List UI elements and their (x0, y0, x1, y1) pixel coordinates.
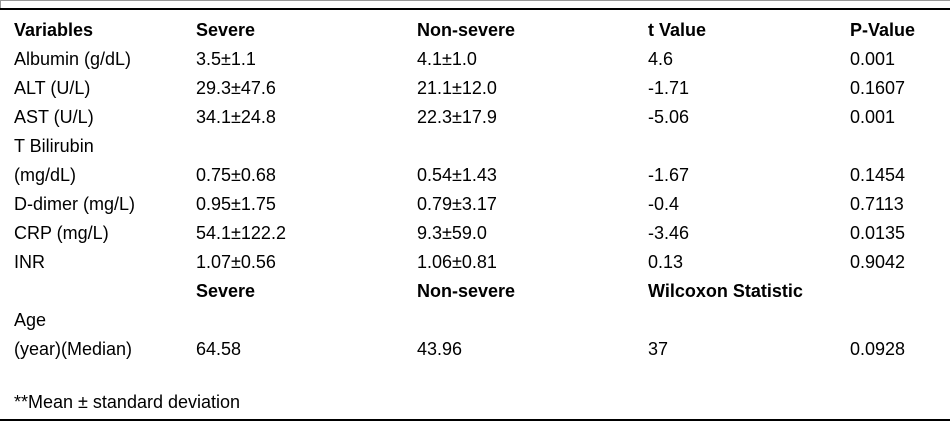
table-row-d-dimer: D-dimer (mg/L) 0.95±1.75 0.79±3.17 -0.4 … (0, 190, 950, 219)
cell-severe: 34.1±24.8 (196, 107, 276, 127)
cell-non-severe: 4.1±1.0 (417, 49, 477, 69)
cell-p-value: 0.0135 (850, 223, 906, 243)
cell-t-value: 4.6 (648, 49, 674, 69)
cell-variable: T Bilirubin (mg/dL) (14, 136, 94, 185)
cell-severe: 1.07±0.56 (196, 252, 276, 272)
footnote: **Mean ± standard deviation (14, 392, 241, 412)
cell-non-severe: 1.06±0.81 (417, 252, 497, 272)
column-header-p-value: P-Value (850, 20, 916, 40)
cell-severe: 54.1±122.2 (196, 223, 286, 243)
subheader-empty (0, 277, 196, 306)
subheader-severe: Severe (196, 281, 256, 301)
cell-variable: Age (year)(Median) (14, 310, 133, 359)
cell-severe: 0.75±0.68 (196, 165, 276, 185)
cell-non-severe: 21.1±12.0 (417, 78, 497, 98)
subheader-empty (850, 277, 950, 306)
cell-variable: CRP (mg/L) (14, 223, 109, 243)
cell-t-value: 0.13 (648, 252, 684, 272)
cell-p-value: 0.1607 (850, 78, 906, 98)
page-left-hairline (0, 0, 1, 9)
cell-p-value: 0.001 (850, 107, 896, 127)
table-subheader-row: Severe Non-severe Wilcoxon Statistic (0, 277, 950, 306)
table-row-age: Age (year)(Median) 64.58 43.96 37 0.0928 (0, 306, 950, 364)
table-footnote-row: **Mean ± standard deviation (0, 364, 950, 420)
cell-p-value: 0.001 (850, 49, 896, 69)
column-header-t-value: t Value (648, 20, 707, 40)
cell-non-severe: 43.96 (417, 339, 463, 359)
column-header-severe: Severe (196, 20, 256, 40)
cell-severe: 3.5±1.1 (196, 49, 256, 69)
cell-non-severe: 9.3±59.0 (417, 223, 487, 243)
cell-p-value: 0.9042 (850, 252, 906, 272)
cell-t-value: -3.46 (648, 223, 690, 243)
cell-statistic: 37 (648, 339, 669, 359)
cell-variable: AST (U/L) (14, 107, 94, 127)
cell-variable: Albumin (g/dL) (14, 49, 132, 69)
table-row-albumin: Albumin (g/dL) 3.5±1.1 4.1±1.0 4.6 0.001 (0, 45, 950, 74)
cell-variable: D-dimer (mg/L) (14, 194, 136, 214)
cell-severe: 64.58 (196, 339, 242, 359)
column-header-variables: Variables (14, 20, 94, 40)
cell-t-value: -5.06 (648, 107, 690, 127)
cell-non-severe: 0.54±1.43 (417, 165, 497, 185)
cell-severe: 0.95±1.75 (196, 194, 276, 214)
cell-p-value: 0.7113 (850, 194, 904, 214)
table-row-t-bilirubin: T Bilirubin (mg/dL) 0.75±0.68 0.54±1.43 … (0, 132, 950, 190)
severity-statistics-table: Variables Severe Non-severe t Value P-Va… (0, 8, 950, 421)
table-row-inr: INR 1.07±0.56 1.06±0.81 0.13 0.9042 (0, 248, 950, 277)
cell-non-severe: 0.79±3.17 (417, 194, 497, 214)
table-row-ast: AST (U/L) 34.1±24.8 22.3±17.9 -5.06 0.00… (0, 103, 950, 132)
table-header-row: Variables Severe Non-severe t Value P-Va… (0, 9, 950, 45)
cell-variable: ALT (U/L) (14, 78, 91, 98)
subheader-wilcoxon-statistic: Wilcoxon Statistic (648, 281, 803, 301)
cell-t-value: -1.71 (648, 78, 690, 98)
table-row-alt: ALT (U/L) 29.3±47.6 21.1±12.0 -1.71 0.16… (0, 74, 950, 103)
cell-non-severe: 22.3±17.9 (417, 107, 497, 127)
cell-t-value: -1.67 (648, 165, 690, 185)
cell-variable: INR (14, 252, 45, 272)
column-header-non-severe: Non-severe (417, 20, 516, 40)
table-row-crp: CRP (mg/L) 54.1±122.2 9.3±59.0 -3.46 0.0… (0, 219, 950, 248)
subheader-non-severe: Non-severe (417, 281, 516, 301)
page-top-hairline (0, 0, 950, 1)
cell-t-value: -0.4 (648, 194, 680, 214)
cell-severe: 29.3±47.6 (196, 78, 276, 98)
cell-p-value: 0.0928 (850, 339, 906, 359)
cell-p-value: 0.1454 (850, 165, 906, 185)
